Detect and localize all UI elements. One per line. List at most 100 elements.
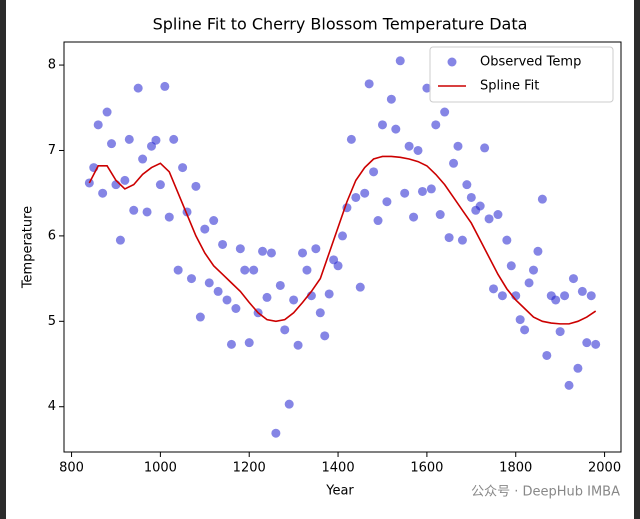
data-point	[346, 134, 356, 144]
data-point	[453, 141, 463, 151]
x-tick-label: 1400	[322, 461, 355, 476]
data-point	[360, 188, 370, 198]
data-point	[262, 292, 272, 302]
data-point	[311, 244, 321, 254]
data-point	[258, 246, 268, 256]
data-point	[582, 338, 592, 348]
data-point	[200, 224, 210, 234]
x-tick-label: 1200	[233, 461, 266, 476]
data-point	[231, 304, 241, 313]
x-tick-label: 1800	[499, 461, 532, 476]
spline-line	[88, 155, 597, 325]
data-point	[413, 145, 423, 155]
data-point	[537, 194, 547, 204]
data-point	[235, 244, 245, 254]
data-point	[98, 188, 108, 198]
data-point	[155, 180, 165, 190]
y-tick-label: 8	[48, 58, 56, 73]
data-point	[271, 428, 281, 438]
data-point	[484, 214, 494, 224]
y-tick-label: 6	[48, 228, 56, 243]
data-point	[249, 265, 259, 275]
data-point	[493, 210, 503, 220]
data-point	[524, 278, 534, 288]
data-point	[480, 143, 490, 153]
data-point	[489, 284, 499, 294]
data-point	[591, 339, 601, 349]
data-point	[115, 235, 125, 245]
data-point	[204, 278, 214, 288]
data-point	[426, 184, 436, 194]
data-point	[209, 216, 219, 226]
data-point	[302, 265, 312, 275]
data-point	[275, 280, 285, 290]
data-point	[280, 325, 290, 335]
data-point	[369, 167, 379, 177]
data-point	[178, 163, 188, 173]
data-point	[373, 216, 383, 226]
data-point	[577, 286, 587, 296]
data-point	[520, 325, 530, 335]
data-point	[497, 291, 507, 301]
data-point	[293, 340, 303, 350]
data-point	[129, 205, 139, 215]
y-tick-label: 5	[48, 314, 56, 329]
data-point	[466, 192, 476, 202]
data-point	[404, 141, 414, 151]
data-point	[449, 158, 459, 168]
data-point	[107, 139, 117, 149]
data-point	[400, 188, 410, 198]
data-point	[298, 248, 308, 258]
data-point	[226, 339, 236, 349]
data-point	[422, 83, 432, 93]
data-point	[173, 265, 183, 275]
y-tick-label: 4	[48, 399, 56, 414]
y-tick-label: 7	[48, 143, 56, 158]
data-point	[351, 192, 361, 202]
data-point	[409, 212, 419, 222]
data-point	[133, 83, 143, 93]
data-point	[333, 261, 343, 271]
data-point	[355, 282, 365, 292]
data-point	[528, 265, 538, 275]
data-point	[320, 331, 330, 341]
data-point	[169, 134, 179, 144]
data-point	[444, 233, 454, 243]
watermark: 公众号 · DeepHub IMBA	[471, 485, 620, 500]
chart-title: Spline Fit to Cherry Blossom Temperature…	[153, 15, 528, 34]
legend-marker	[447, 57, 457, 67]
y-axis-label: Temperature	[21, 206, 36, 289]
legend-box	[429, 46, 614, 103]
data-point	[391, 124, 401, 134]
data-point	[240, 265, 250, 275]
legend-label: Spline Fit	[480, 79, 539, 94]
data-point	[382, 197, 392, 207]
x-tick-label: 800	[59, 461, 84, 476]
data-point	[377, 120, 387, 130]
data-point	[102, 107, 112, 117]
data-point	[324, 289, 334, 299]
data-point	[160, 81, 170, 91]
data-point	[284, 399, 294, 409]
data-point	[138, 154, 148, 164]
data-point	[142, 207, 152, 217]
data-point	[213, 286, 223, 296]
data-point	[506, 261, 516, 271]
data-point	[542, 350, 552, 360]
data-point	[244, 338, 254, 348]
data-point	[475, 201, 485, 211]
data-point	[555, 327, 565, 337]
data-point	[457, 235, 467, 245]
data-point	[218, 239, 228, 249]
data-point	[93, 120, 103, 130]
data-point	[431, 120, 441, 130]
data-point	[573, 363, 583, 373]
x-tick-label: 1000	[144, 461, 177, 476]
data-point	[568, 274, 578, 284]
data-point	[315, 308, 325, 318]
data-point	[435, 210, 445, 220]
data-point	[551, 295, 561, 305]
data-point	[338, 231, 347, 241]
data-point	[124, 134, 134, 144]
